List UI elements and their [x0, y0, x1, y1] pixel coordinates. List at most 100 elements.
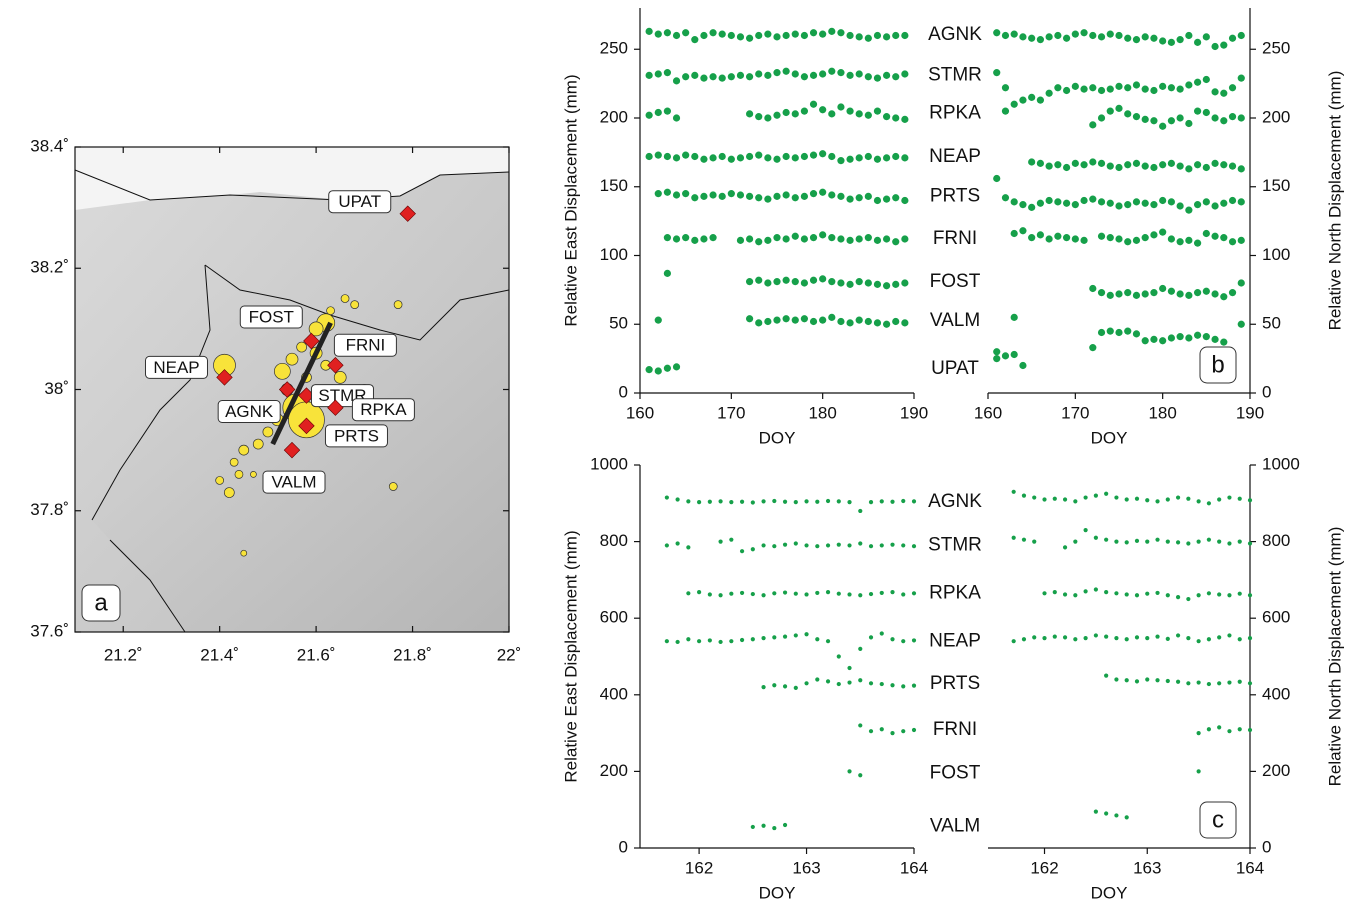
data-point	[794, 592, 798, 596]
data-point	[828, 68, 835, 75]
data-point	[1155, 678, 1159, 682]
station-name: AGNK	[928, 24, 982, 45]
station-label: FOST	[249, 307, 294, 326]
data-point	[901, 197, 908, 204]
data-point	[1177, 114, 1184, 121]
y-tick-label: 0	[1262, 382, 1271, 401]
data-point	[874, 156, 881, 163]
data-point	[1011, 314, 1018, 321]
data-point	[1185, 292, 1192, 299]
x-tick-label: 162	[685, 858, 713, 877]
data-point	[892, 281, 899, 288]
data-point	[1063, 87, 1070, 94]
data-point	[819, 317, 826, 324]
data-point	[1159, 83, 1166, 90]
data-point	[826, 679, 830, 683]
data-point	[892, 114, 899, 121]
data-point	[804, 592, 808, 596]
y-tick-label: 200	[1262, 761, 1290, 780]
data-point	[1032, 635, 1036, 639]
y-axis-title: Relative East Displacement (mm)	[561, 74, 580, 326]
data-point	[1150, 87, 1157, 94]
earthquake	[351, 301, 359, 309]
data-point	[1145, 498, 1149, 502]
earthquake	[341, 295, 349, 303]
data-point	[1011, 101, 1018, 108]
data-point	[1238, 592, 1242, 596]
earthquake	[224, 488, 234, 498]
data-point	[737, 33, 744, 40]
data-point	[1229, 113, 1236, 120]
data-point	[1011, 31, 1018, 38]
data-point	[1248, 728, 1252, 732]
earthquake	[241, 550, 247, 556]
data-point	[1084, 495, 1088, 499]
data-point	[1211, 160, 1218, 167]
data-point	[819, 31, 826, 38]
data-point	[1197, 731, 1201, 735]
data-point	[772, 683, 776, 687]
data-point	[828, 234, 835, 241]
data-point	[746, 73, 753, 80]
data-point	[1166, 593, 1170, 597]
data-point	[1107, 200, 1114, 207]
data-point	[901, 279, 908, 286]
station-name: FOST	[930, 762, 981, 783]
data-point	[1053, 497, 1057, 501]
data-point	[837, 499, 841, 503]
data-point	[819, 70, 826, 77]
data-point	[673, 77, 680, 84]
x-tick-label: 21.8˚	[393, 645, 432, 664]
data-point	[1114, 495, 1118, 499]
data-point	[1107, 292, 1114, 299]
y-tick-label: 200	[600, 761, 628, 780]
data-point	[804, 681, 808, 685]
data-point	[1185, 237, 1192, 244]
data-point	[1063, 200, 1070, 207]
x-tick-label: 160	[626, 403, 654, 422]
data-point	[1072, 160, 1079, 167]
data-point	[1124, 328, 1131, 335]
data-point	[1063, 164, 1070, 171]
data-point	[837, 318, 844, 325]
data-point	[890, 731, 894, 735]
data-point	[890, 637, 894, 641]
data-point	[837, 543, 841, 547]
data-point	[1142, 86, 1149, 93]
data-point	[737, 154, 744, 161]
data-point	[1053, 590, 1057, 594]
data-point	[783, 684, 787, 688]
data-point	[1177, 163, 1184, 170]
data-point	[1124, 161, 1131, 168]
x-tick-label: 164	[1236, 858, 1264, 877]
data-point	[847, 592, 851, 596]
data-point	[858, 647, 862, 651]
data-point	[1084, 589, 1088, 593]
earthquake	[286, 353, 298, 365]
data-point	[880, 499, 884, 503]
data-point	[686, 637, 690, 641]
data-point	[1238, 32, 1245, 39]
data-point	[874, 237, 881, 244]
data-point	[1150, 231, 1157, 238]
data-point	[708, 592, 712, 596]
data-point	[1028, 204, 1035, 211]
data-point	[676, 640, 680, 644]
data-point	[883, 72, 890, 79]
data-point	[1124, 110, 1131, 117]
data-point	[1197, 769, 1201, 773]
data-point	[880, 631, 884, 635]
data-point	[1166, 637, 1170, 641]
data-point	[1104, 538, 1108, 542]
data-point	[783, 634, 787, 638]
data-point	[901, 235, 908, 242]
data-point	[1238, 237, 1245, 244]
data-point	[993, 29, 1000, 36]
data-point	[1019, 362, 1026, 369]
data-point	[783, 315, 790, 322]
data-point	[1135, 679, 1139, 683]
earthquake	[389, 483, 397, 491]
data-point	[1089, 285, 1096, 292]
data-point	[901, 116, 908, 123]
data-point	[801, 235, 808, 242]
